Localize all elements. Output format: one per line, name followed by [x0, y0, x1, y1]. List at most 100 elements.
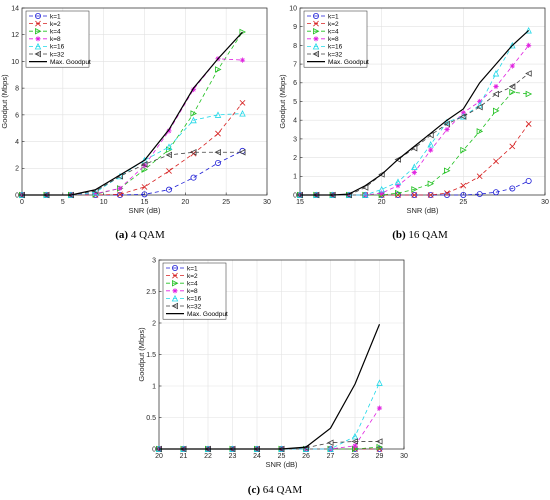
- legend-label: k=16: [50, 44, 65, 51]
- legend-label: k=2: [50, 21, 61, 28]
- legend-label: k=2: [187, 273, 198, 280]
- y-tick-label: 0.5: [146, 415, 156, 422]
- data-point: [460, 110, 466, 116]
- caption-text: 64 QAM: [260, 484, 302, 496]
- x-tick-label: 15: [141, 199, 149, 206]
- y-tick-label: 1: [152, 383, 156, 390]
- legend-label: k=32: [50, 51, 65, 58]
- x-axis-label: SNR (dB): [406, 206, 439, 215]
- chart-panel-1: 15 20 25 30 0 1 2 3 4 5 6 7 8 9 10 SNR (dB) Goodput (Mbp…: [278, 5, 549, 241]
- data-point: [117, 191, 123, 198]
- x-tick-label: 30: [541, 199, 549, 206]
- data-point: [509, 63, 515, 69]
- data-point: [379, 190, 385, 196]
- data-point: [378, 171, 385, 178]
- legend-marker: [312, 42, 320, 50]
- data-point: [428, 147, 434, 153]
- y-tick-label: 9: [293, 24, 297, 31]
- x-axis-label: SNR (dB): [265, 460, 298, 469]
- data-point: [117, 185, 123, 191]
- data-point: [327, 445, 334, 452]
- data-point: [476, 173, 483, 180]
- data-point: [214, 159, 221, 166]
- x-tick-label: 15: [296, 199, 304, 206]
- caption-text: 4 QAM: [128, 229, 165, 241]
- y-tick-label: 10: [11, 59, 19, 66]
- data-point: [214, 149, 221, 156]
- x-tick-label: 24: [253, 453, 261, 460]
- legend-label: k=2: [328, 21, 339, 28]
- y-tick-label: 4: [15, 139, 19, 146]
- data-point: [509, 88, 516, 96]
- data-point: [492, 189, 499, 196]
- data-point: [444, 190, 450, 197]
- series-line: [300, 29, 530, 196]
- data-point: [141, 191, 148, 198]
- data-point: [427, 192, 434, 198]
- x-tick-label: 10: [100, 199, 108, 206]
- data-point: [492, 90, 499, 98]
- data-point: [525, 70, 532, 77]
- x-tick-label: 22: [204, 453, 212, 460]
- x-tick-label: 20: [181, 199, 189, 206]
- y-tick-label: 7: [293, 62, 297, 69]
- data-point: [92, 191, 99, 197]
- data-point: [376, 438, 383, 445]
- data-point: [444, 126, 450, 133]
- legend-marker: [172, 288, 178, 294]
- data-point: [493, 158, 499, 165]
- data-point: [239, 57, 246, 63]
- x-axis-label: SNR (dB): [128, 206, 161, 215]
- legend-marker: [312, 12, 319, 19]
- legend-label: Max. Goodput: [187, 311, 228, 318]
- legend-label: k=32: [328, 51, 343, 58]
- data-point: [411, 163, 418, 170]
- legend-marker: [171, 294, 179, 302]
- legend-marker: [34, 50, 41, 58]
- x-tick-label: 25: [278, 453, 286, 460]
- data-point: [165, 151, 172, 159]
- data-point: [508, 83, 516, 90]
- data-point: [525, 121, 532, 127]
- subfigure-caption: (c) 64 QAM: [248, 484, 303, 496]
- legend-label: Max. Goodput: [50, 59, 91, 66]
- y-tick-label: 0: [293, 192, 297, 199]
- y-tick-label: 0: [152, 446, 156, 453]
- chart-panel-0: 0 5 10 15 20 25 30 0 2 4 6 8 10 12 14 SNR (dB) Goodput (…: [0, 5, 271, 241]
- data-point: [395, 183, 401, 189]
- x-tick-label: 20: [378, 199, 386, 206]
- caption-letter: (a): [115, 229, 128, 241]
- x-tick-label: 21: [180, 453, 188, 460]
- x-tick-label: 26: [302, 453, 310, 460]
- legend-label: k=8: [50, 36, 61, 43]
- data-point: [376, 379, 383, 386]
- x-tick-label: 27: [327, 453, 335, 460]
- y-tick-label: 3: [293, 136, 297, 143]
- legend-marker: [35, 36, 41, 42]
- x-tick-label: 28: [351, 453, 359, 460]
- y-tick-label: 3: [152, 257, 156, 264]
- y-tick-label: 6: [293, 80, 297, 87]
- data-point: [476, 128, 484, 135]
- legend-label: k=1: [50, 13, 61, 20]
- data-point: [427, 180, 435, 188]
- x-tick-label: 30: [263, 199, 271, 206]
- y-axis-label: Goodput (Mbps): [137, 327, 146, 382]
- legend-label: k=1: [187, 265, 198, 272]
- x-tick-label: 5: [61, 199, 65, 206]
- data-point: [460, 191, 467, 198]
- data-point: [239, 149, 246, 156]
- y-tick-label: 5: [293, 99, 297, 106]
- data-point: [476, 103, 483, 111]
- legend-marker: [171, 264, 178, 271]
- series-max-goodput: [22, 31, 243, 196]
- y-tick-label: 2: [15, 166, 19, 173]
- caption-letter: (c): [248, 484, 261, 496]
- data-point: [215, 130, 221, 137]
- legend-marker: [35, 27, 42, 35]
- data-point: [190, 110, 197, 117]
- data-point: [190, 86, 197, 93]
